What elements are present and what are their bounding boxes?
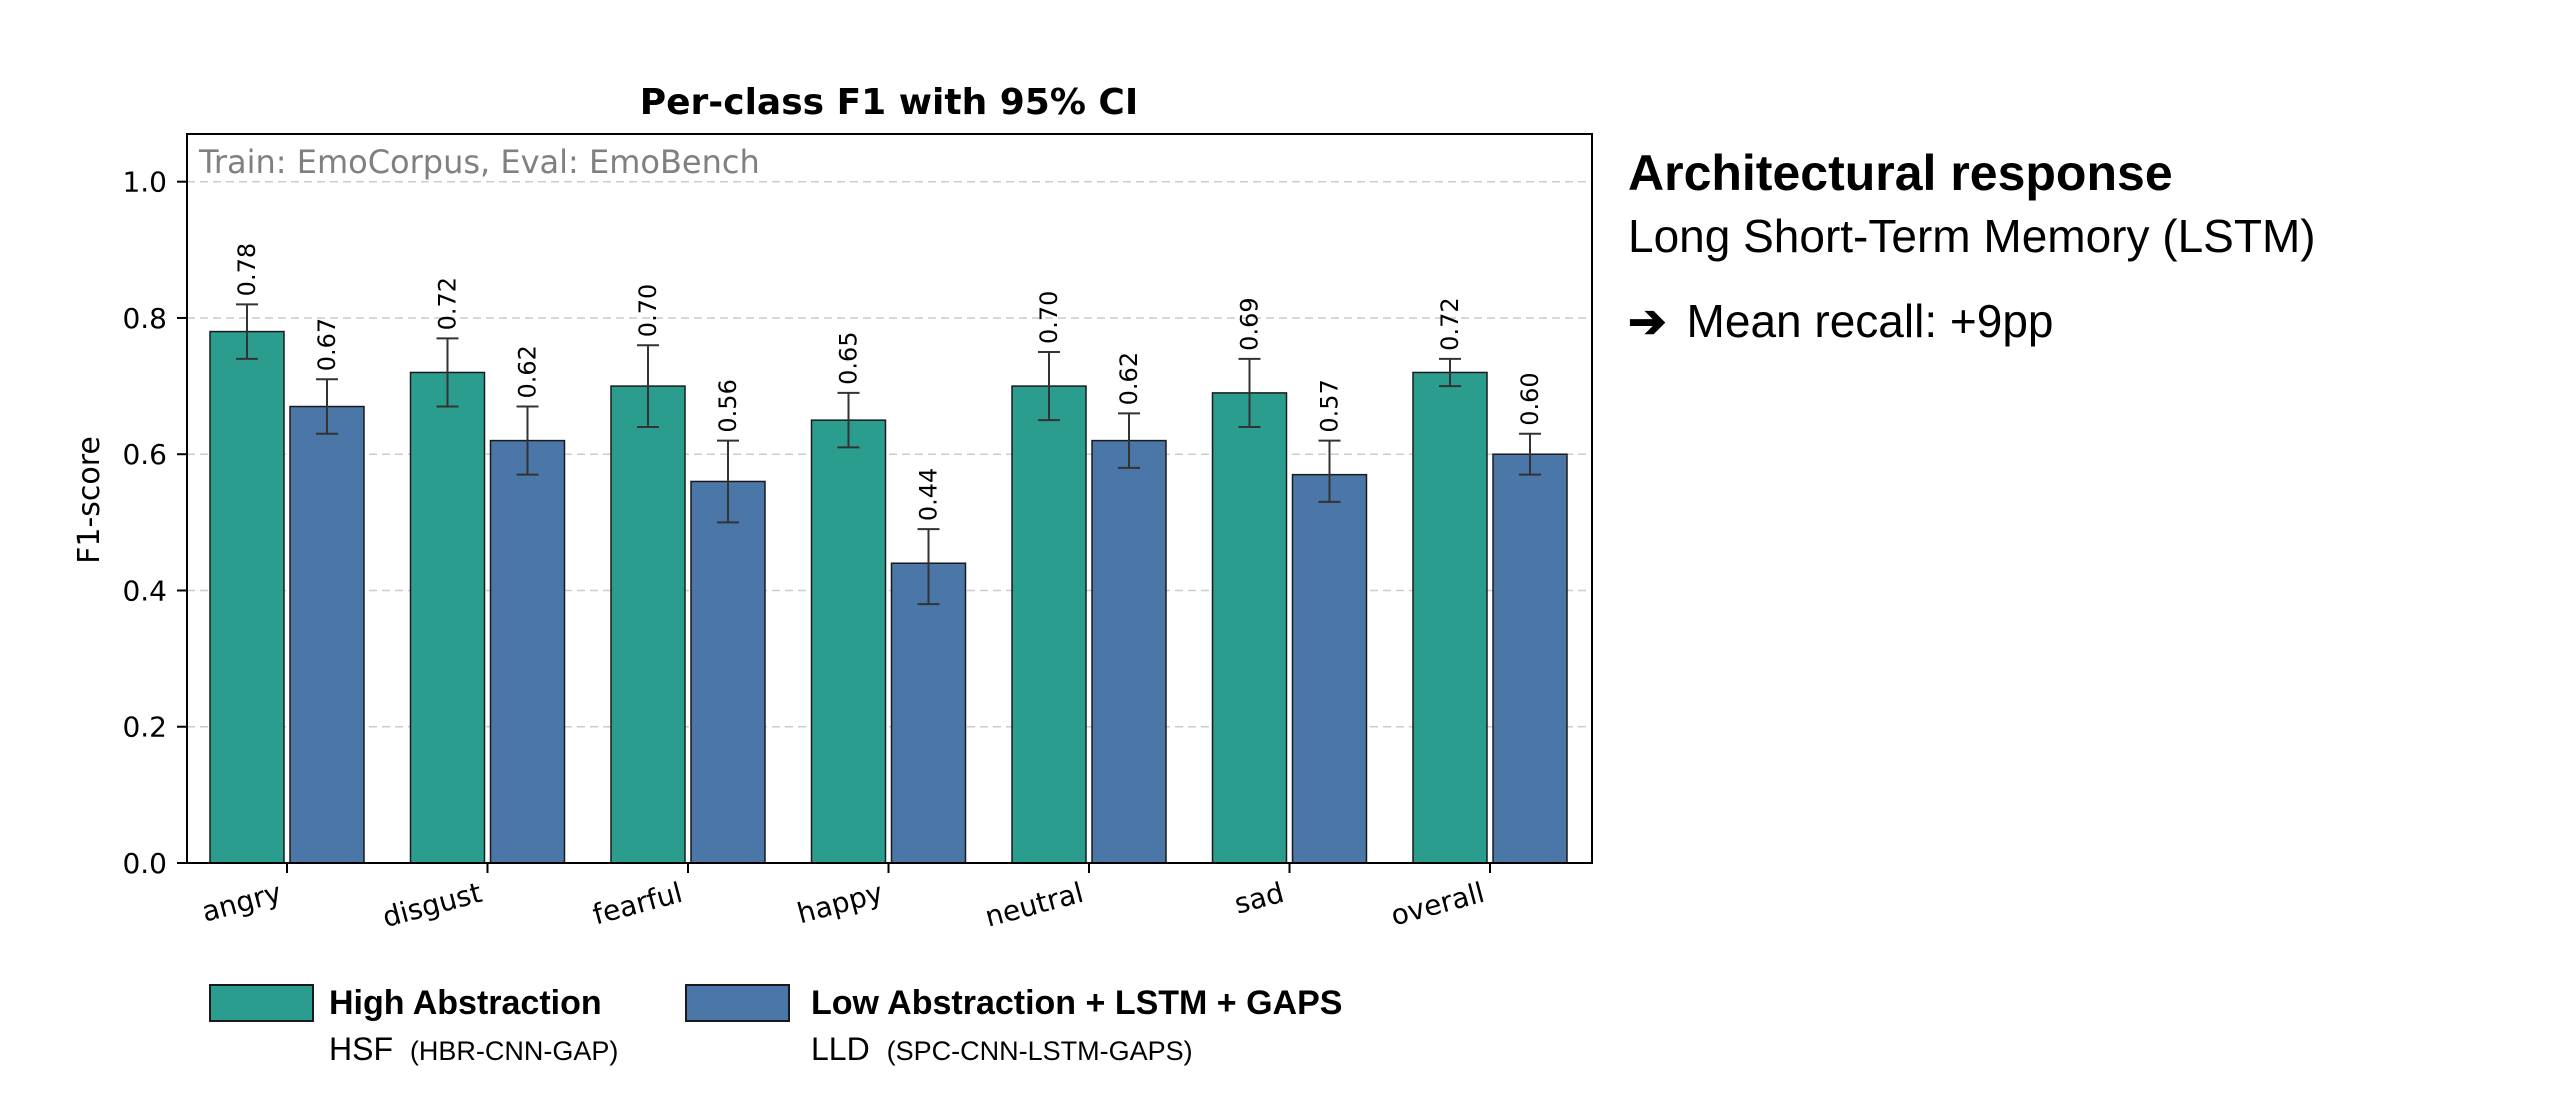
metric-text: Mean recall: +9pp	[1686, 295, 2054, 348]
y-tick-label: 0.2	[122, 711, 167, 744]
bar-disgust-series-1	[489, 439, 566, 864]
right-arrow-icon: ➔	[1628, 295, 1667, 348]
legend-sub-detail-low-abstraction: (SPC-CNN-LSTM-GAPS)	[887, 1036, 1193, 1066]
legend-sub-main-high-abstraction: HSF	[329, 1031, 393, 1067]
x-tick-label-neutral: neutral	[982, 876, 1087, 934]
error-bar-neutral-series-1	[1118, 412, 1140, 469]
chart-title: Per-class F1 with 95% CI	[640, 82, 1139, 123]
y-tick-label: 0.8	[122, 302, 167, 335]
metric-row: ➔ Mean recall: +9pp	[1628, 294, 2316, 348]
bar-angry-series-1	[289, 405, 365, 864]
value-label-angry-series-1: 0.67	[313, 318, 341, 371]
error-bar-overall-series-1	[1519, 432, 1541, 476]
legend-swatch-high-abstraction	[209, 984, 314, 1022]
y-axis: 0.0 0.2 0.4 0.6 0.8 1.0	[122, 166, 187, 880]
value-label-overall-series-1: 0.60	[1516, 372, 1544, 425]
error-bar-disgust-series-1	[516, 405, 539, 476]
error-bar-sad-series-0	[1238, 357, 1261, 428]
error-bar-disgust-series-0	[436, 337, 459, 408]
legend-title-low-abstraction: Low Abstraction + LSTM + GAPS	[811, 984, 1342, 1022]
bar-happy-series-1	[890, 562, 967, 864]
error-bar-overall-series-0	[1439, 357, 1461, 388]
legend-sub-high-abstraction: HSF (HBR-CNN-GAP)	[329, 1031, 618, 1067]
bar-sad-series-1	[1291, 473, 1368, 864]
value-label-happy-series-1: 0.44	[915, 468, 943, 521]
bar-happy-series-0	[810, 419, 887, 864]
x-tick-label-overall: overall	[1387, 876, 1487, 933]
y-tick-label: 0.4	[122, 574, 167, 607]
bar-overall-series-1	[1492, 453, 1568, 864]
error-bar-happy-series-0	[837, 391, 860, 449]
y-axis-label: F1-score	[72, 436, 107, 564]
bar-disgust-series-0	[409, 371, 486, 864]
value-label-sad-series-0: 0.69	[1236, 297, 1264, 350]
bar-overall-series-0	[1412, 371, 1488, 864]
value-label-neutral-series-0: 0.70	[1035, 291, 1063, 344]
value-label-sad-series-1: 0.57	[1316, 379, 1344, 432]
x-tick-label-sad: sad	[1231, 876, 1287, 921]
error-bar-fearful-series-0	[637, 344, 659, 428]
bar-angry-series-0	[209, 330, 285, 864]
grid-lines	[187, 180, 1592, 728]
bars	[209, 330, 1568, 864]
x-tick-label-happy: happy	[794, 876, 887, 930]
value-label-disgust-series-0: 0.72	[434, 277, 462, 330]
chart-annotation: Train: EmoCorpus, Eval: EmoBench	[198, 143, 760, 181]
value-label-fearful-series-1: 0.56	[714, 379, 742, 432]
bar-sad-series-0	[1211, 392, 1288, 864]
error-bar-angry-series-1	[316, 378, 338, 435]
y-tick-label: 1.0	[122, 166, 167, 199]
value-label-angry-series-0: 0.78	[233, 243, 261, 296]
x-tick-label-angry: angry	[198, 876, 285, 929]
value-label-neutral-series-1: 0.62	[1115, 352, 1143, 405]
x-tick-label-disgust: disgust	[379, 876, 485, 934]
y-tick-label: 0.0	[122, 847, 167, 880]
plot-frame	[186, 133, 1593, 864]
value-label-overall-series-0: 0.72	[1436, 297, 1464, 350]
error-bar-neutral-series-0	[1038, 351, 1060, 422]
legend-swatch-low-abstraction	[685, 984, 790, 1022]
error-bar-sad-series-1	[1318, 439, 1341, 503]
x-tick-label-fearful: fearful	[589, 876, 686, 931]
error-bar-happy-series-1	[917, 528, 940, 606]
legend-title-high-abstraction: High Abstraction	[329, 984, 602, 1022]
value-label-fearful-series-0: 0.70	[634, 284, 662, 337]
legend: High Abstraction HSF (HBR-CNN-GAP) Low A…	[209, 984, 1342, 1067]
side-heading: Architectural response	[1628, 145, 2173, 201]
y-tick-label: 0.6	[122, 438, 167, 471]
bar-neutral-series-1	[1091, 439, 1167, 864]
bar-fearful-series-0	[610, 385, 686, 864]
value-labels: 0.78 0.67 0.72 0.62 0.70 0.56 0.65 0.44 0.70 0.62…	[233, 243, 1544, 521]
legend-sub-main-low-abstraction: LLD	[811, 1031, 870, 1067]
value-label-happy-series-0: 0.65	[835, 331, 863, 384]
error-bar-fearful-series-1	[717, 439, 739, 524]
legend-sub-detail-high-abstraction: (HBR-CNN-GAP)	[410, 1036, 619, 1066]
side-panel: Architectural response Long Short-Term M…	[1628, 142, 2316, 348]
x-axis: angry disgust fearful happy neutral sad overal…	[198, 863, 1491, 934]
value-label-disgust-series-1: 0.62	[514, 345, 542, 398]
error-bars	[236, 303, 1541, 606]
side-subheading: Long Short-Term Memory (LSTM)	[1628, 209, 2316, 262]
bar-fearful-series-1	[690, 480, 766, 864]
error-bar-angry-series-0	[236, 303, 258, 360]
legend-sub-low-abstraction: LLD (SPC-CNN-LSTM-GAPS)	[811, 1031, 1193, 1067]
legend-item-low-abstraction: Low Abstraction + LSTM + GAPS LLD (SPC-C…	[685, 984, 1342, 1067]
legend-item-high-abstraction: High Abstraction HSF (HBR-CNN-GAP)	[209, 984, 618, 1067]
bar-neutral-series-0	[1011, 385, 1087, 864]
